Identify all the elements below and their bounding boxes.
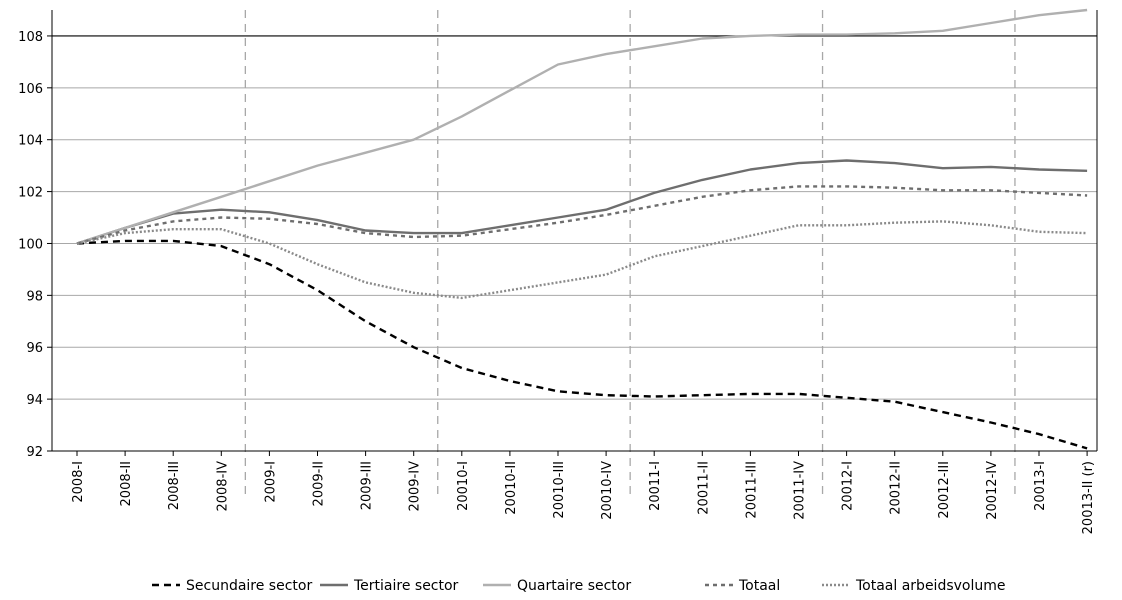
x-tick-label: 2008-II: [119, 461, 134, 506]
series-line-1: [76, 159, 1088, 245]
series-line-2: [76, 8, 1088, 245]
x-tick-label: 20012-III: [937, 461, 952, 519]
x-tick-label: 20010-IV: [600, 461, 615, 520]
y-tick-label: 98: [26, 289, 43, 304]
series-lines: [76, 8, 1088, 450]
legend-label: Secundaire sector: [186, 578, 312, 594]
x-tick-label: 20010-I: [456, 461, 471, 511]
x-tick-label: 20011-III: [744, 461, 759, 519]
x-tick-label: 20012-I: [841, 461, 856, 511]
x-tick-label: 20012-IV: [985, 461, 1000, 520]
x-tick-label: 20011-I: [648, 461, 663, 511]
x-tick-label: 2008-III: [167, 461, 182, 510]
y-tick-label: 108: [18, 30, 43, 45]
legend-label: Totaal arbeidsvolume: [855, 578, 1006, 594]
y-tick-label: 96: [26, 341, 43, 356]
x-tick-label: 2009-II: [312, 461, 327, 506]
x-tick-label: 2009-IV: [408, 461, 423, 512]
x-tick-label: 20010-II: [504, 461, 519, 515]
x-tick-label: 20012-II: [889, 461, 904, 515]
series-line-4: [76, 220, 1088, 300]
y-tick-labels: 92 94 96 98 100 102 104 106 108: [18, 30, 43, 460]
x-tick-label: 2009-I: [263, 461, 278, 503]
x-tick-label: 20010-III: [552, 461, 567, 519]
grid-lines: [52, 35, 1097, 400]
x-tick-label: 2008-IV: [215, 461, 230, 512]
series-line-0: [76, 239, 1088, 450]
x-tick-label: 2009-III: [360, 461, 375, 510]
series-line-3: [76, 185, 1088, 245]
x-tick-label: 20011-II: [696, 461, 711, 515]
legend: Secundaire sector Tertiaire sector Quartai…: [152, 578, 1006, 594]
y-tick-label: 94: [26, 393, 43, 408]
legend-label: Tertiaire sector: [353, 578, 459, 594]
y-tick-label: 102: [18, 186, 43, 201]
axes: [47, 10, 1098, 456]
x-tick-label: 2008-I: [71, 461, 86, 503]
year-separators: [244, 10, 1016, 495]
y-tick-label: 100: [18, 237, 43, 252]
legend-label: Quartaire sector: [517, 578, 631, 594]
legend-label: Totaal: [738, 578, 780, 594]
x-tick-label: 20011-IV: [793, 461, 808, 520]
x-tick-label: 20013-II (r): [1081, 461, 1096, 534]
y-tick-label: 92: [26, 445, 43, 460]
x-tick-labels: 2008-I 2008-II 2008-III 2008-IV 2009-I 2009-I…: [71, 461, 1096, 534]
x-tick-label: 20013-I: [1033, 461, 1048, 511]
y-tick-label: 106: [18, 82, 43, 97]
y-tick-label: 104: [18, 134, 43, 149]
